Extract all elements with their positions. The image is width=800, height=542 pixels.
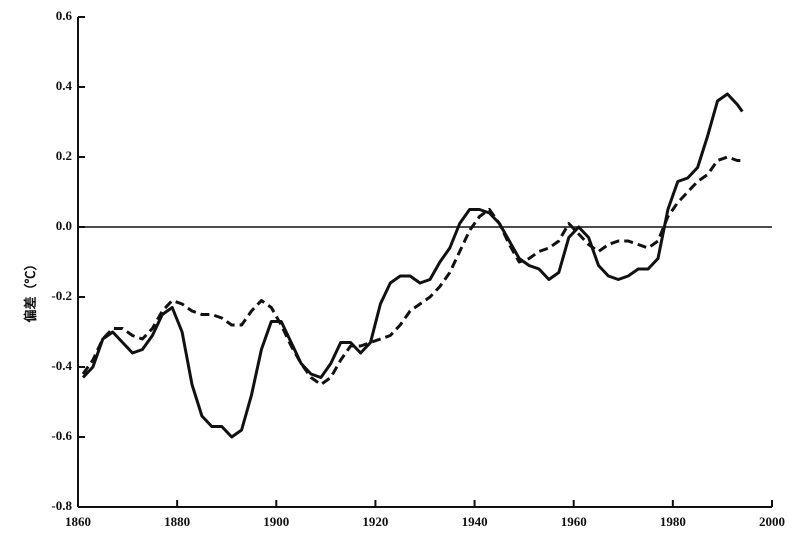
x-tick-label: 2000 bbox=[759, 514, 785, 529]
y-axis-label: 偏差（℃） bbox=[23, 257, 38, 322]
x-tick-label: 1920 bbox=[362, 514, 388, 529]
y-tick-label: -0.4 bbox=[51, 358, 72, 373]
y-tick-label: 0.0 bbox=[56, 218, 72, 233]
x-tick-label: 1900 bbox=[263, 514, 289, 529]
y-tick-label: -0.6 bbox=[51, 428, 72, 443]
y-tick-label: -0.8 bbox=[51, 498, 72, 513]
series-line bbox=[81, 92, 744, 439]
x-tick-label: 1960 bbox=[561, 514, 587, 529]
y-tick-label: 0.2 bbox=[56, 148, 72, 163]
series-line bbox=[81, 155, 743, 386]
y-tick-label: 0.6 bbox=[56, 8, 73, 23]
x-tick-label: 1940 bbox=[462, 514, 488, 529]
y-tick-label: -0.2 bbox=[51, 288, 72, 303]
x-tick-label: 1880 bbox=[164, 514, 190, 529]
x-tick-label: 1980 bbox=[660, 514, 686, 529]
x-tick-label: 1860 bbox=[65, 514, 91, 529]
y-tick-label: 0.4 bbox=[56, 78, 73, 93]
